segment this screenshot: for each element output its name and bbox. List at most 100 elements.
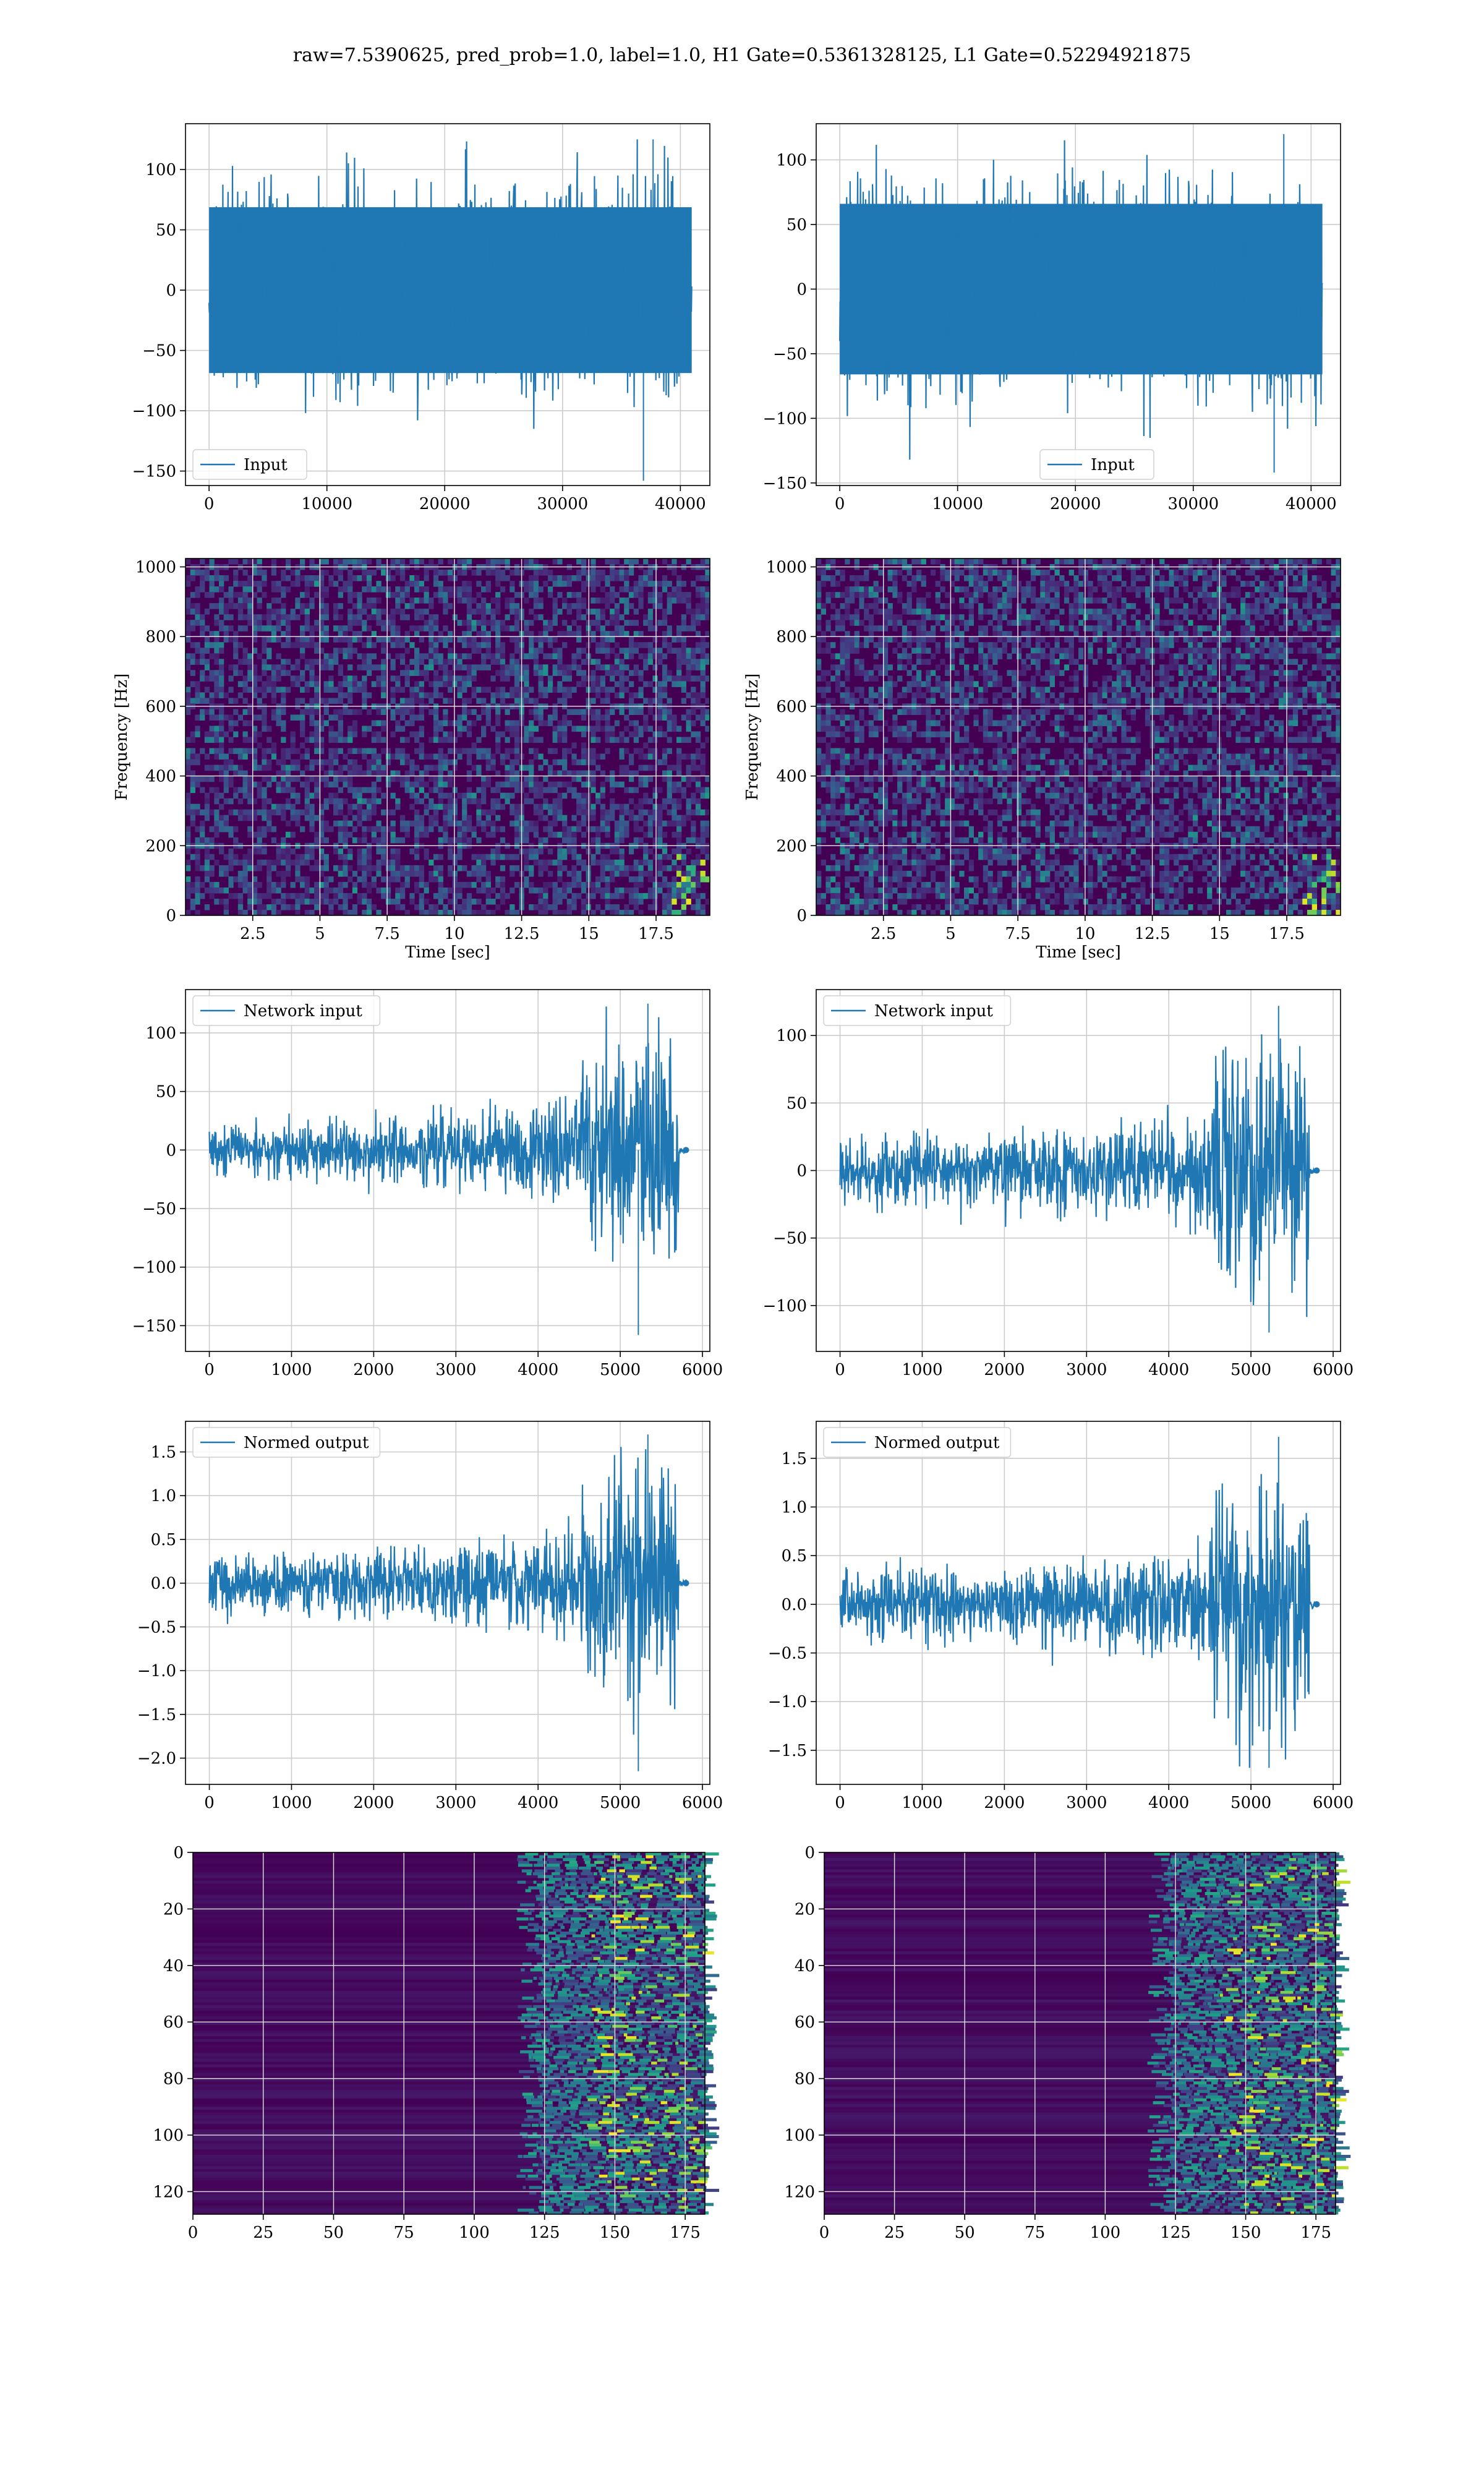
- heatmap-cell: [395, 681, 401, 687]
- heatmap-cell: [228, 831, 234, 838]
- heatmap-cell: [395, 859, 401, 866]
- heatmap-cell: [204, 731, 210, 738]
- heatmap-cell: [533, 648, 539, 654]
- heatmap-cell: [271, 887, 277, 894]
- heatmap-cell: [343, 636, 348, 643]
- heatmap-cell: [466, 631, 472, 637]
- heatmap-cell: [281, 720, 286, 727]
- heatmap-cell: [638, 870, 644, 877]
- heatmap-cell: [662, 881, 668, 888]
- heatmap-cell: [471, 642, 477, 648]
- heatmap-cell: [376, 870, 382, 877]
- heatmap-cell: [362, 570, 367, 576]
- heatmap-cell: [676, 826, 682, 833]
- heatmap-cell: [695, 609, 701, 615]
- heatmap-cell: [835, 670, 841, 676]
- heatmap-cell: [533, 820, 539, 827]
- heatmap-cell: [228, 854, 234, 860]
- heatmap-cell: [443, 803, 448, 810]
- heatmap-cell: [676, 865, 682, 871]
- heatmap-cell: [371, 837, 377, 844]
- heatmap-cell: [228, 748, 234, 755]
- heatmap-cell: [662, 631, 668, 637]
- heatmap-cell: [414, 854, 420, 860]
- heatmap-cell: [835, 714, 841, 721]
- heatmap-cell: [624, 820, 629, 827]
- heatmap-cell: [371, 664, 377, 670]
- heatmap-cell: [887, 636, 893, 643]
- x-tick-label: 15: [579, 925, 599, 943]
- heatmap-cell: [471, 720, 477, 727]
- heatmap-cell: [643, 570, 649, 576]
- heatmap-cell: [357, 859, 362, 866]
- heatmap-cell: [854, 787, 859, 794]
- heatmap-cell: [676, 753, 682, 760]
- heatmap-cell: [882, 670, 889, 676]
- heatmap-cell: [228, 759, 234, 766]
- heatmap-cell: [385, 892, 391, 899]
- heatmap-cell: [816, 642, 822, 648]
- heatmap-cell: [399, 609, 406, 615]
- heatmap-cell: [381, 876, 386, 883]
- heatmap-cell: [695, 753, 701, 760]
- heatmap-cell: [935, 614, 940, 620]
- y-tick-label: 1000: [135, 559, 176, 577]
- heatmap-cell: [385, 570, 391, 576]
- heatmap-cell: [691, 648, 696, 654]
- heatmap-cell: [830, 737, 836, 743]
- heatmap-cell: [514, 636, 520, 643]
- heatmap-cell: [295, 899, 301, 905]
- heatmap-cell: [352, 592, 358, 598]
- heatmap-cell: [228, 720, 234, 727]
- heatmap-cell: [252, 681, 258, 687]
- heatmap-cell: [647, 809, 654, 816]
- heatmap-cell: [300, 742, 305, 749]
- heatmap-cell: [476, 764, 482, 771]
- heatmap-cell: [911, 859, 917, 866]
- heatmap-cell: [343, 899, 348, 905]
- heatmap-cell: [281, 870, 286, 877]
- heatmap-cell: [529, 720, 534, 727]
- heatmap-cell: [854, 659, 859, 665]
- heatmap-cell: [581, 559, 587, 565]
- heatmap-cell: [267, 781, 272, 788]
- heatmap-cell: [514, 620, 520, 626]
- heatmap-cell: [285, 753, 291, 760]
- heatmap-cell: [500, 876, 506, 883]
- heatmap-cell: [845, 670, 850, 676]
- heatmap-cell: [262, 648, 267, 654]
- heatmap-cell: [333, 687, 339, 693]
- heatmap-cell: [676, 881, 682, 888]
- heatmap-cell: [695, 837, 701, 844]
- heatmap-cell: [705, 714, 710, 721]
- heatmap-cell: [281, 764, 286, 771]
- heatmap-cell: [547, 848, 553, 855]
- heatmap-cell: [591, 575, 596, 581]
- heatmap-cell: [419, 865, 424, 871]
- heatmap-cell: [921, 848, 926, 855]
- heatmap-cell: [228, 876, 234, 883]
- heatmap-cell: [700, 603, 706, 609]
- heatmap-cell: [366, 748, 372, 755]
- heatmap-cell: [557, 910, 563, 916]
- heatmap-cell: [333, 625, 339, 631]
- heatmap-cell: [672, 726, 677, 732]
- heatmap-cell: [295, 764, 301, 771]
- heatmap-cell: [610, 570, 615, 576]
- heatmap-cell: [533, 709, 539, 715]
- heatmap-cell: [357, 815, 362, 821]
- heatmap-cell: [840, 575, 845, 581]
- heatmap-cell: [667, 675, 672, 682]
- heatmap-cell: [262, 748, 267, 755]
- heatmap-cell: [566, 687, 572, 693]
- heatmap-cell: [257, 687, 262, 693]
- heatmap-cell: [921, 809, 926, 816]
- heatmap-cell: [595, 614, 601, 620]
- heatmap-cell: [237, 614, 244, 620]
- heatmap-cell: [495, 709, 501, 715]
- heatmap-cell: [271, 904, 277, 910]
- heatmap-cell: [845, 714, 850, 721]
- heatmap-cell: [338, 798, 343, 805]
- heatmap-cell: [505, 692, 510, 698]
- heatmap-cell: [338, 770, 343, 777]
